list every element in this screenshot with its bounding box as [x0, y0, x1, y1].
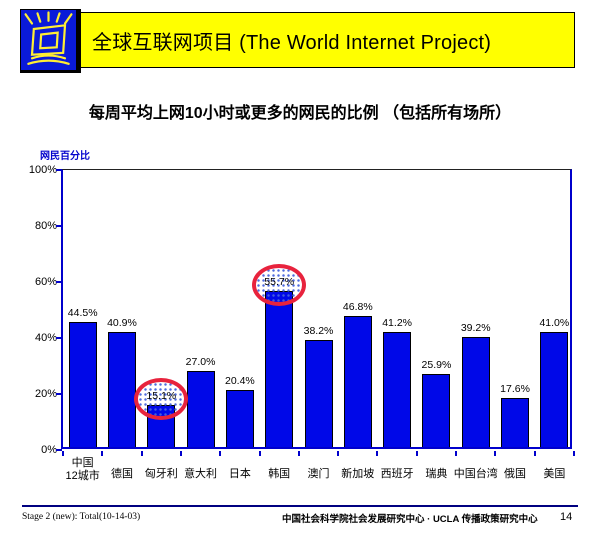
y-axis-tick [56, 169, 62, 171]
x-axis-tick [376, 451, 379, 456]
bar [461, 337, 490, 447]
x-axis-tick [297, 451, 300, 456]
x-axis-category-label: 俄国 [504, 468, 527, 480]
highlight-circle [134, 377, 189, 420]
x-axis-tick [62, 451, 64, 456]
y-axis-title: 网民百分比 [40, 151, 90, 162]
x-axis-category-label: 中国台湾 [453, 468, 498, 480]
page-number: 14 [560, 511, 573, 523]
x-axis-category-label: 新加坡 [341, 468, 375, 480]
plot-area: 44.5% 40.9% 15.1% 27.0% 20.4% 55.7% 38.2% 46.8%… [61, 169, 572, 449]
x-axis-category-label: 澳门 [307, 468, 330, 480]
bar-value-label: 41.0% [539, 317, 570, 330]
bar-value-label: 55.7% [264, 276, 295, 289]
logo [20, 9, 81, 73]
x-axis-category-label: 匈牙利 [144, 468, 178, 480]
bar [186, 371, 215, 447]
bar [501, 397, 530, 447]
bar-value-label: 41.2% [382, 316, 412, 329]
bar-value-label: 20.4% [224, 374, 255, 387]
x-axis-category-label: 韩国 [268, 468, 291, 480]
x-axis-tick [219, 451, 222, 456]
footer-credit: 中国社会科学院社会发展研究中心 · UCLA 传播政策研究中心 [282, 514, 538, 525]
bar-value-label: 46.8% [342, 300, 373, 313]
y-axis-tick-label: 0% [41, 444, 57, 456]
bar-value-label: 44.5% [67, 307, 98, 320]
bar [68, 322, 97, 447]
x-axis-category-label: 日本 [228, 468, 251, 480]
y-axis-tick [56, 449, 62, 451]
chart-heading: 每周平均上网10小时或更多的网民的比例 （包括所有场所） [88, 105, 512, 122]
y-axis-tick-label: 100% [28, 164, 57, 176]
y-axis-tick [56, 225, 62, 227]
bar-value-label: 15.1% [146, 389, 177, 402]
bar [107, 332, 136, 447]
x-axis-tick [337, 451, 340, 456]
bar-value-label: 39.2% [460, 322, 491, 335]
x-axis-tick [140, 451, 143, 456]
y-axis-tick-label: 20% [34, 388, 57, 400]
x-axis-category-label: 瑞典 [425, 468, 448, 480]
bar-value-label: 25.9% [421, 359, 452, 372]
x-axis-tick [258, 451, 261, 456]
bar-value-label: 40.9% [107, 317, 137, 330]
x-axis-tick [179, 451, 182, 456]
title-banner: 全球互联网项目 (The World Internet Project) [55, 12, 575, 68]
x-axis-tick [533, 451, 536, 456]
bar [225, 389, 254, 447]
x-axis-category-label: 中国 12城市 [65, 457, 100, 482]
bar [265, 291, 294, 447]
bar [383, 331, 412, 447]
y-axis-tick [56, 393, 62, 395]
bar-value-label: 38.2% [303, 325, 334, 338]
bar [422, 374, 451, 447]
bar [304, 340, 333, 447]
y-axis-tick [56, 281, 62, 283]
y-axis-tick-label: 80% [34, 220, 57, 232]
y-axis-tick [56, 337, 62, 339]
crt-monitor-rays-icon [24, 11, 73, 65]
x-axis-tick [573, 451, 575, 456]
bar-value-label: 17.6% [500, 382, 530, 395]
x-axis-tick [415, 451, 418, 456]
highlight-circle [252, 264, 307, 307]
bar [343, 315, 372, 447]
y-axis-tick-label: 40% [34, 332, 57, 344]
bar-value-label: 27.0% [185, 356, 216, 369]
footer-stage-note: Stage 2 (new): Total(10-14-03) [22, 512, 141, 522]
y-axis-tick-label: 60% [34, 276, 57, 288]
slide-title: 全球互联网项目 (The World Internet Project) [92, 31, 492, 54]
bar [540, 332, 569, 447]
x-axis-category-label: 西班牙 [380, 468, 414, 480]
x-axis-tick [455, 451, 458, 456]
x-axis-tick [494, 451, 497, 456]
x-axis-category-label: 美国 [543, 468, 566, 480]
x-axis-category-label: 德国 [110, 468, 133, 480]
x-axis-category-label: 意大利 [184, 468, 218, 480]
footer-divider [22, 505, 578, 507]
x-axis-tick [101, 451, 104, 456]
